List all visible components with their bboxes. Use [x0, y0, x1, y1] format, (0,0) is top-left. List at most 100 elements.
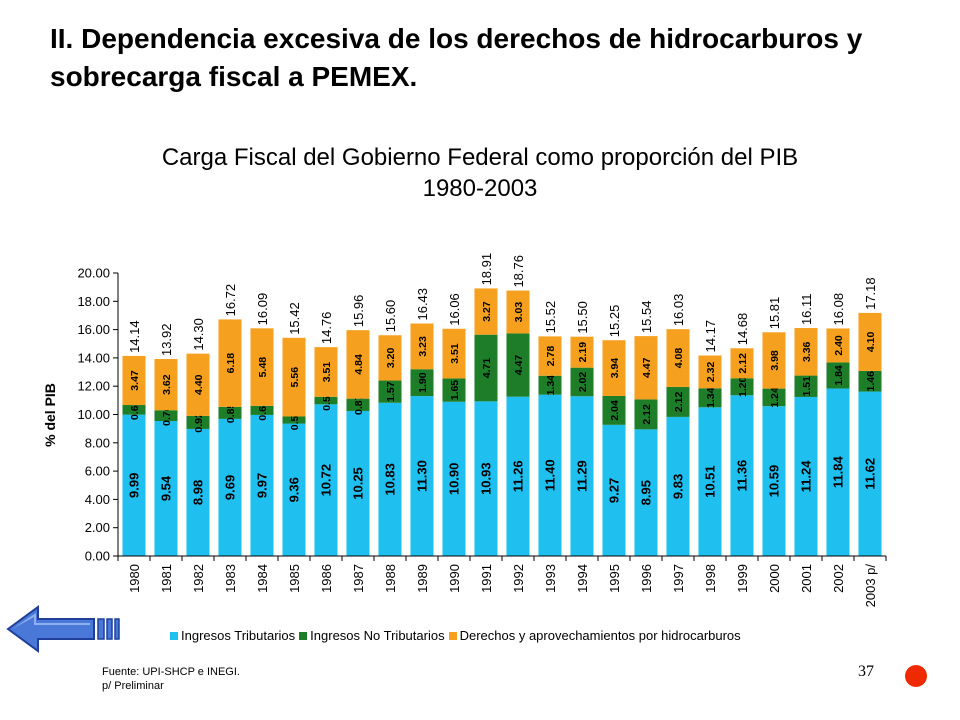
bar-segment: [154, 359, 178, 411]
y-tick-label: 0.00: [85, 549, 110, 564]
bar-segment: [634, 399, 658, 430]
bar-segment: [218, 406, 242, 419]
bar-segment: [570, 336, 594, 368]
bar-segment-label: 10.93: [479, 462, 494, 495]
left-arrow-icon: [6, 605, 120, 653]
bar-segment-label: 11.62: [863, 458, 878, 490]
bar-segment: [506, 396, 530, 556]
bar-total-label: 15.96: [351, 295, 366, 328]
x-tick-label: 1999: [735, 564, 750, 593]
bar-total-label: 16.08: [831, 293, 846, 326]
bar-segment: [378, 402, 402, 556]
bar-segment-label: 1.84: [833, 365, 845, 386]
x-tick-label: 1997: [671, 564, 686, 593]
y-tick-label: 14.00: [77, 350, 110, 365]
bar-segment-label: 11.30: [415, 460, 430, 492]
red-circle-icon: [905, 665, 927, 687]
bar-total-label: 15.60: [383, 300, 398, 333]
bar-segment: [698, 407, 722, 556]
bar-total-label: 14.30: [191, 318, 206, 351]
bar-segment-label: 4.47: [641, 357, 653, 378]
bar-segment-label: 1.34: [705, 387, 717, 408]
bar-segment-label: 3.03: [513, 302, 525, 323]
bar-segment: [346, 398, 370, 411]
bar-segment: [378, 335, 402, 381]
bar-segment: [602, 424, 626, 556]
x-tick-label: 1982: [191, 564, 206, 593]
bar-segment-label: 9.27: [607, 478, 622, 503]
x-tick-label: 1984: [255, 564, 270, 593]
x-tick-label: 1983: [223, 564, 238, 593]
bar-segment: [666, 386, 690, 417]
bar-segment: [250, 328, 274, 406]
bar-segment-label: 2.19: [577, 342, 589, 363]
bar-segment-label: 0.76: [161, 405, 173, 426]
bar-segment: [730, 348, 754, 379]
bar-segment: [378, 380, 402, 403]
bar-segment-label: 8.95: [639, 480, 654, 505]
bar-segment-label: 9.36: [287, 477, 302, 502]
bar-segment-label: 2.12: [673, 392, 685, 413]
legend-label: Ingresos No Tributarios: [310, 628, 445, 643]
bar-segment: [858, 312, 882, 371]
bar-segment: [346, 330, 370, 399]
bar-total-label: 15.81: [767, 297, 782, 330]
bar-segment: [442, 378, 466, 402]
x-tick-label: 1996: [639, 564, 654, 593]
bar-segment: [154, 410, 178, 422]
bar-segment-label: 8.98: [191, 480, 206, 505]
bar-total-label: 14.14: [127, 320, 142, 353]
bar-total-label: 16.03: [671, 294, 686, 327]
bar-segment-label: 11.24: [799, 460, 814, 493]
bar-segment: [762, 388, 786, 407]
bar-segment-label: 2.12: [737, 353, 749, 374]
bar-segment: [282, 337, 306, 417]
bar-segment: [794, 396, 818, 556]
bar-segment: [858, 391, 882, 556]
bar-segment-label: 4.84: [353, 354, 365, 375]
bar-segment: [442, 401, 466, 556]
bar-segment: [730, 395, 754, 556]
bar-total-label: 18.76: [511, 255, 526, 288]
x-tick-label: 1993: [543, 564, 558, 593]
bar-segment: [474, 334, 498, 402]
bar-segment-label: 9.83: [671, 474, 686, 499]
y-tick-label: 18.00: [77, 294, 110, 309]
chart-title-line1: Carga Fiscal del Gobierno Federal como p…: [161, 144, 799, 171]
bar-segment: [794, 328, 818, 376]
bar-segment-label: 4.08: [673, 348, 685, 369]
bar-segment-label: 11.36: [735, 460, 750, 492]
bar-segment-label: 3.20: [385, 348, 397, 369]
bar-segment: [730, 378, 754, 396]
bar-segment: [218, 319, 242, 407]
bar-total-label: 16.43: [415, 288, 430, 321]
x-tick-label: 1991: [479, 564, 494, 593]
bar-segment-label: 1.51: [801, 376, 813, 397]
bar-segment: [538, 375, 562, 395]
bar-total-label: 18.91: [479, 253, 494, 286]
bar-segment: [826, 328, 850, 363]
bar-segment-label: 10.59: [767, 465, 782, 498]
bar-segment: [314, 347, 338, 397]
x-tick-label: 1992: [511, 564, 526, 593]
bar-segment: [442, 328, 466, 379]
bar-segment: [314, 404, 338, 556]
back-arrow-button[interactable]: [6, 605, 124, 653]
bar-segment-label: 4.71: [481, 358, 493, 379]
bar-segment-label: 0.87: [353, 394, 365, 415]
bar-segment: [218, 418, 242, 556]
bar-segment-label: 2.12: [641, 404, 653, 425]
bar-total-label: 15.50: [575, 301, 590, 334]
bar-segment: [762, 332, 786, 389]
bar-segment: [506, 333, 530, 397]
legend-swatch: [170, 631, 178, 640]
x-tick-label: 1989: [415, 564, 430, 593]
bar-segment: [762, 406, 786, 556]
bar-total-label: 16.09: [255, 293, 270, 326]
bar-total-label: 16.06: [447, 293, 462, 326]
x-tick-label: 1990: [447, 564, 462, 593]
bar-segment: [186, 428, 210, 556]
legend-item: Ingresos Tributarios: [170, 628, 295, 643]
bar-segment: [474, 288, 498, 335]
bar-segment-label: 4.10: [865, 332, 877, 353]
